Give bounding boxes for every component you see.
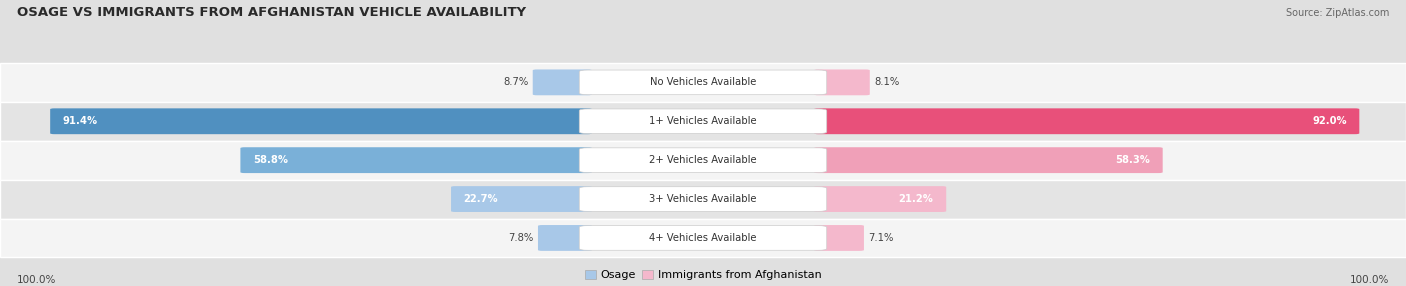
- FancyBboxPatch shape: [579, 187, 827, 211]
- FancyBboxPatch shape: [814, 225, 863, 251]
- Bar: [0, 219, 1406, 257]
- Text: 1+ Vehicles Available: 1+ Vehicles Available: [650, 116, 756, 126]
- FancyBboxPatch shape: [451, 186, 592, 212]
- FancyBboxPatch shape: [814, 108, 1360, 134]
- Bar: [0, 102, 1406, 141]
- Text: 7.1%: 7.1%: [868, 233, 894, 243]
- FancyBboxPatch shape: [240, 147, 592, 173]
- FancyBboxPatch shape: [579, 70, 827, 95]
- Bar: [0, 141, 1406, 180]
- FancyBboxPatch shape: [51, 108, 592, 134]
- Legend: Osage, Immigrants from Afghanistan: Osage, Immigrants from Afghanistan: [585, 270, 821, 281]
- Text: 100.0%: 100.0%: [1350, 275, 1389, 285]
- FancyBboxPatch shape: [579, 148, 827, 172]
- Text: 2+ Vehicles Available: 2+ Vehicles Available: [650, 155, 756, 165]
- FancyBboxPatch shape: [814, 69, 870, 95]
- Text: 8.1%: 8.1%: [875, 78, 900, 87]
- Text: 58.8%: 58.8%: [253, 155, 288, 165]
- Text: 100.0%: 100.0%: [17, 275, 56, 285]
- Text: OSAGE VS IMMIGRANTS FROM AFGHANISTAN VEHICLE AVAILABILITY: OSAGE VS IMMIGRANTS FROM AFGHANISTAN VEH…: [17, 6, 526, 19]
- Text: 3+ Vehicles Available: 3+ Vehicles Available: [650, 194, 756, 204]
- Text: 22.7%: 22.7%: [464, 194, 498, 204]
- FancyBboxPatch shape: [579, 226, 827, 250]
- Text: 7.8%: 7.8%: [509, 233, 534, 243]
- FancyBboxPatch shape: [814, 147, 1163, 173]
- Text: Source: ZipAtlas.com: Source: ZipAtlas.com: [1285, 8, 1389, 18]
- FancyBboxPatch shape: [533, 69, 592, 95]
- Text: 92.0%: 92.0%: [1312, 116, 1347, 126]
- Text: 4+ Vehicles Available: 4+ Vehicles Available: [650, 233, 756, 243]
- Bar: [0, 63, 1406, 102]
- Text: 21.2%: 21.2%: [898, 194, 934, 204]
- Bar: [0, 180, 1406, 219]
- FancyBboxPatch shape: [579, 109, 827, 134]
- Text: 8.7%: 8.7%: [503, 78, 529, 87]
- FancyBboxPatch shape: [538, 225, 592, 251]
- Text: No Vehicles Available: No Vehicles Available: [650, 78, 756, 87]
- Text: 58.3%: 58.3%: [1115, 155, 1150, 165]
- Text: 91.4%: 91.4%: [63, 116, 98, 126]
- FancyBboxPatch shape: [814, 186, 946, 212]
